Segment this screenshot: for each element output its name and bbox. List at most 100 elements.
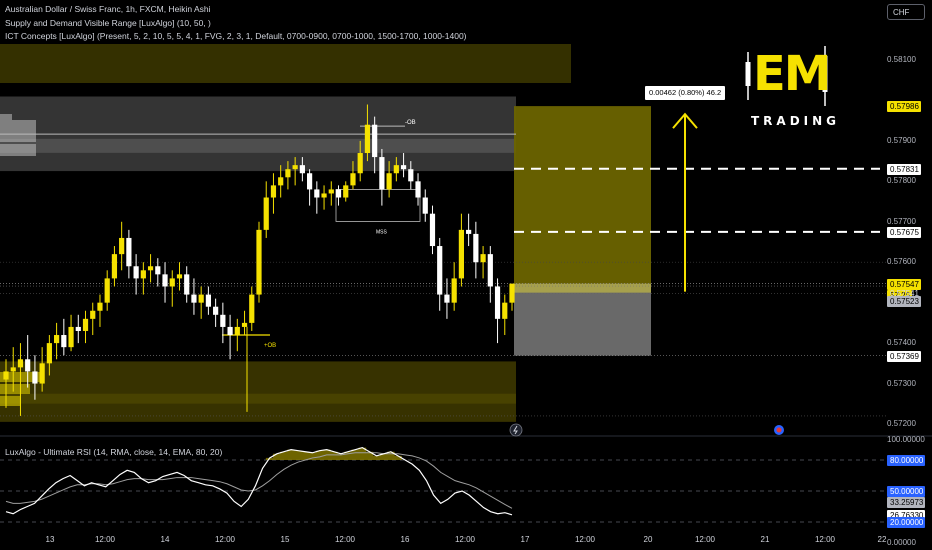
candle-body-67 <box>487 254 493 287</box>
time-tick: 12:00 <box>694 535 716 544</box>
candle-body-25 <box>184 274 190 295</box>
price-tick: 0.57200 <box>887 419 916 428</box>
candle-body-17 <box>126 237 132 267</box>
price-tick: 0.57800 <box>887 176 916 186</box>
price-tag: 0.57541 <box>890 289 919 299</box>
rsi-tag: 26.76330 <box>887 510 926 521</box>
symbol-title: Australian Dollar / Swiss Franc, 1h, FXC… <box>5 4 211 14</box>
time-tick: 12:00 <box>574 535 596 544</box>
price-tick: 0.57700 <box>887 216 916 226</box>
candle-body-40 <box>292 165 298 170</box>
currency-button[interactable]: CHF <box>887 4 925 20</box>
logo-candle-0 <box>745 62 751 86</box>
candle-body-23 <box>169 278 175 287</box>
time-tick: 15 <box>280 535 290 544</box>
candle-body-12 <box>90 310 96 319</box>
rsi-tag: 20.00000 <box>887 517 926 528</box>
fvg-zone-top <box>0 44 571 83</box>
logo-em-text: EM <box>753 46 832 102</box>
price-tick: 0.57400 <box>887 338 916 348</box>
time-tick: 17 <box>520 535 530 544</box>
price-tick: 0.57600 <box>887 257 916 267</box>
candle-body-13 <box>97 302 103 311</box>
candle-body-42 <box>307 173 313 190</box>
candle-body-33 <box>241 322 248 327</box>
price-tick: 0.58100 <box>887 55 916 64</box>
candle-body-46 <box>335 189 342 198</box>
candle-body-39 <box>285 169 291 178</box>
volume-profile-demand-bar-2 <box>0 396 20 406</box>
candle-body-8 <box>61 335 67 348</box>
candle-body-49 <box>357 153 363 174</box>
candle-body-21 <box>155 266 161 275</box>
candle-body-54 <box>393 165 399 174</box>
candle-body-55 <box>400 165 407 170</box>
candle-body-70 <box>509 283 515 303</box>
candle-body-63 <box>458 229 464 279</box>
rsi-tick: 0.00000 <box>887 538 916 547</box>
candle-body-45 <box>328 189 334 194</box>
candle-body-29 <box>213 306 219 315</box>
volume-profile-bar-1 <box>0 132 36 142</box>
flag-event-icon-center <box>776 427 782 433</box>
supply-zone-inner <box>0 138 516 153</box>
price-tag: 0.57369 <box>887 350 921 362</box>
candle-body-62 <box>451 278 457 303</box>
time-tick: 22 <box>877 535 887 544</box>
entry-band <box>514 283 651 293</box>
candle-body-57 <box>415 181 421 198</box>
demand-zone-inner <box>0 393 516 404</box>
time-tick: 16 <box>400 535 410 544</box>
time-tick: 12:00 <box>814 535 836 544</box>
candle-body-65 <box>473 233 479 263</box>
candle-body-38 <box>278 177 284 186</box>
ob-bottom-label: +OB <box>264 343 276 349</box>
candle-body-15 <box>111 254 118 279</box>
candle-body-61 <box>444 294 450 303</box>
candle-body-68 <box>494 286 501 319</box>
long-stop-zone <box>514 283 651 356</box>
logo-candle-1 <box>822 56 828 92</box>
measure-arrow-head <box>672 112 698 129</box>
candle-body-26 <box>191 294 197 303</box>
candle-body-27 <box>198 294 204 303</box>
time-tick: 12:00 <box>334 535 356 544</box>
indicator-legend-1[interactable]: Supply and Demand Visible Range [LuxAlgo… <box>5 18 211 28</box>
rsi-legend[interactable]: LuxAlgo - Ultimate RSI (14, RMA, close, … <box>5 447 223 457</box>
time-tick: 14 <box>160 535 170 544</box>
indicator-legend-2[interactable]: ICT Concepts [LuxAlgo] (Present, 5, 2, 1… <box>5 31 467 41</box>
candle-body-60 <box>437 246 443 295</box>
candle-body-24 <box>176 274 183 279</box>
price-tick: 0.57900 <box>887 135 916 145</box>
candle-body-14 <box>104 278 110 303</box>
candle-body-50 <box>364 124 371 154</box>
candle-body-16 <box>119 237 125 255</box>
candle-body-31 <box>227 326 233 336</box>
candle-body-0 <box>3 371 9 380</box>
price-tag: 57:29 <box>887 289 913 301</box>
candle-body-19 <box>140 270 146 279</box>
candle-body-35 <box>256 229 262 295</box>
rsi-tag: 80.00000 <box>887 455 926 466</box>
lightning-event-icon <box>509 423 523 437</box>
price-tick: 0.57300 <box>887 378 916 388</box>
rsi-overbought-fill <box>265 447 402 460</box>
candle-body-11 <box>82 318 89 331</box>
candle-body-48 <box>350 173 356 186</box>
candle-body-56 <box>408 169 414 182</box>
candle-body-53 <box>386 173 392 190</box>
measure-label[interactable]: 0.00462 (0.80%) 46.2 <box>645 86 725 100</box>
price-tag: 0.57986 <box>887 101 921 113</box>
rsi-tag: 33.25973 <box>887 497 926 508</box>
time-tick: 20 <box>643 535 653 544</box>
candle-body-47 <box>343 185 349 198</box>
candle-body-66 <box>480 254 486 263</box>
candle-body-3 <box>25 359 31 372</box>
candle-body-36 <box>263 197 269 230</box>
ob-top-label: -OB <box>405 120 416 126</box>
price-tag: 0.57547 <box>887 278 921 290</box>
candle-body-41 <box>299 165 305 174</box>
candle-body-28 <box>205 294 211 307</box>
